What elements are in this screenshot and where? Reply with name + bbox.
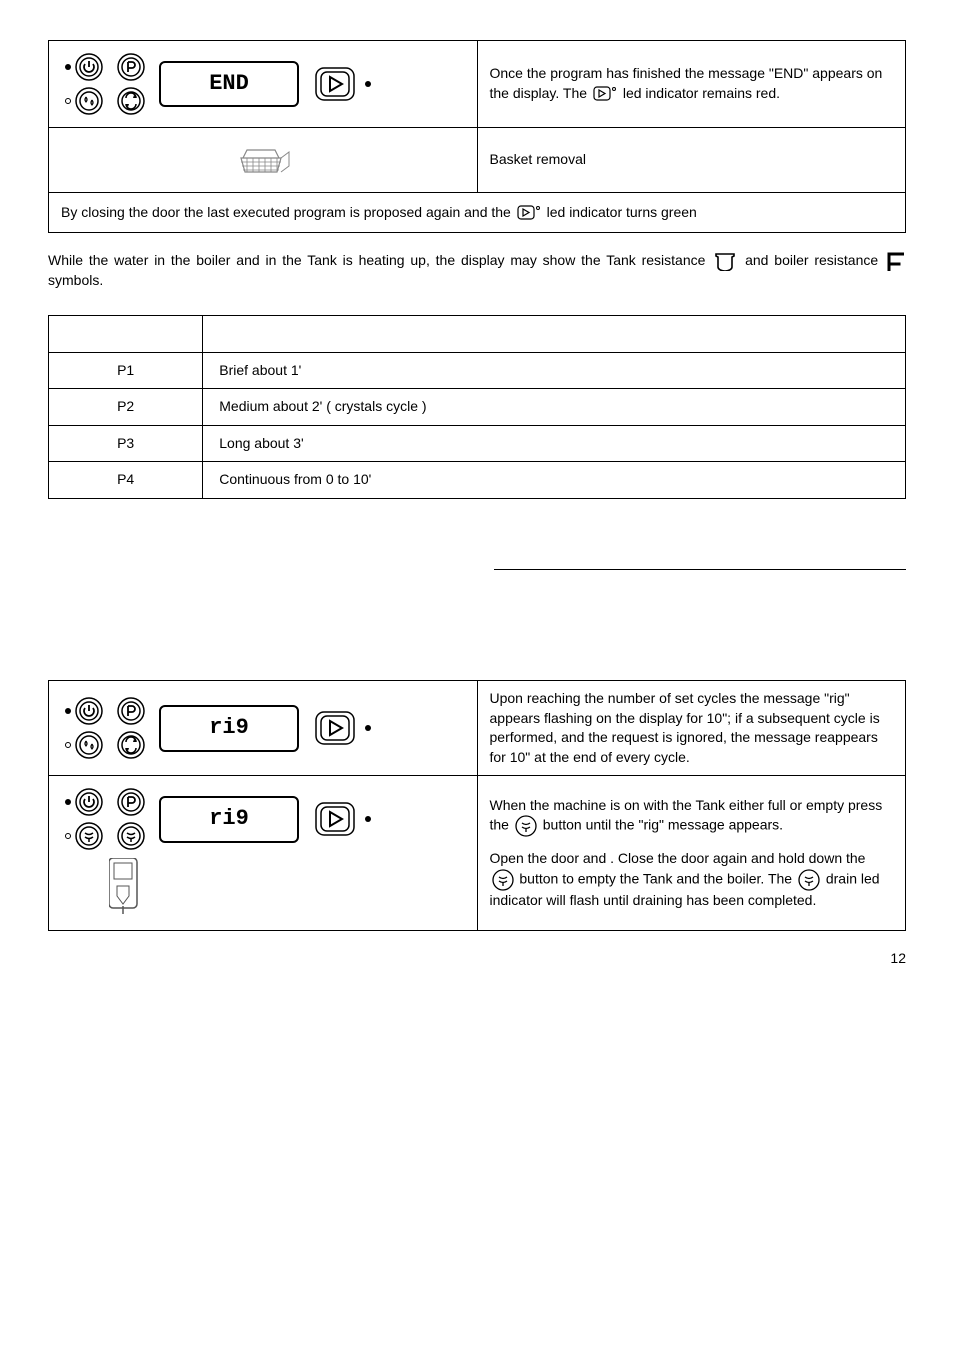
table-row: P3Long about 3' [49,425,906,462]
led-dot-icon [365,725,371,731]
text: While the water in the boiler and in the… [48,252,711,268]
display-text: END [159,61,299,108]
end-display-cell: END [49,41,478,128]
table-row: P4Continuous from 0 to 10' [49,462,906,499]
basket-icon [233,136,293,178]
end-desc-cell: Once the program has finished the messag… [477,41,906,128]
text: button until the "rig" message appears. [543,817,783,833]
page-number: 12 [48,949,906,969]
text: symbols. [48,272,103,288]
prog-code: P2 [49,389,203,426]
programs-table: P1Brief about 1' P2Medium about 2' ( cry… [48,315,906,499]
section-divider [494,569,906,570]
rig-display-cell: ri9 [49,681,478,776]
prog-desc: Brief about 1' [203,352,906,389]
power-icon [75,697,103,725]
drops-icon [75,87,103,115]
prog-code: P1 [49,352,203,389]
rig-drain-cell: ri9 [49,776,478,931]
prog-code: P3 [49,425,203,462]
text: Open the door and [490,850,611,866]
play-deg-icon [593,86,617,102]
drain-small-icon [515,815,537,837]
p-icon [117,697,145,725]
display-text: ri9 [159,796,299,843]
header-cell [203,316,906,353]
rig-table: ri9 Upon reaching the number of set cycl… [48,680,906,931]
rig-drain-desc-cell: When the machine is on with the Tank eit… [477,776,906,931]
led-dot-icon [365,81,371,87]
text: led indicator turns green [547,204,697,220]
prog-desc: Medium about 2' ( crystals cycle ) [203,389,906,426]
boiler-icon [886,251,904,271]
text: . Close the door again and hold down the [610,850,865,866]
led-dot-icon [65,64,71,70]
close-door-cell: By closing the door the last executed pr… [49,192,906,233]
play-deg-icon [517,205,541,221]
p-icon [117,53,145,81]
drain-small-icon [798,869,820,891]
led-dot-icon [65,708,71,714]
table-row: P1Brief about 1' [49,352,906,389]
text: led indicator remains red. [623,85,780,101]
p-icon [117,788,145,816]
text: button to empty the Tank and the boiler.… [519,871,796,887]
play-icon [315,802,355,836]
arrows-icon [117,87,145,115]
header-cell [49,316,203,353]
play-icon [315,67,355,101]
heating-paragraph: While the water in the boiler and in the… [48,251,906,291]
tank-icon [713,251,737,271]
basket-desc-cell: Basket removal [477,128,906,193]
text: Upon reaching the number of set cycles t… [490,690,880,765]
text: and boiler resistance [745,252,884,268]
led-dot-icon [65,742,71,748]
arrows-icon [117,731,145,759]
prog-desc: Long about 3' [203,425,906,462]
led-dot-icon [65,833,71,839]
display-text: ri9 [159,705,299,752]
drain-icon [117,822,145,850]
led-dot-icon [65,98,71,104]
basket-cell [49,128,478,193]
led-dot-icon [65,799,71,805]
table-row: P2Medium about 2' ( crystals cycle ) [49,389,906,426]
end-cycle-table: END Once the program has finished the me… [48,40,906,233]
text: Basket removal [490,151,586,167]
drain-icon [75,822,103,850]
led-dot-icon [365,816,371,822]
dispenser-icon [109,858,139,916]
power-icon [75,788,103,816]
drops-icon [75,731,103,759]
power-icon [75,53,103,81]
drain-small-icon [492,869,514,891]
text: By closing the door the last executed pr… [61,204,515,220]
prog-desc: Continuous from 0 to 10' [203,462,906,499]
prog-code: P4 [49,462,203,499]
play-icon [315,711,355,745]
rig-desc-cell: Upon reaching the number of set cycles t… [477,681,906,776]
